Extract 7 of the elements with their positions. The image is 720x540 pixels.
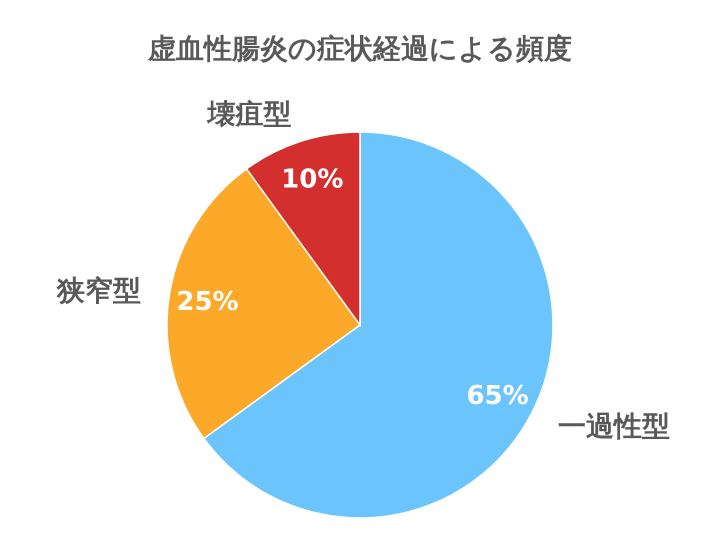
slice-label: 壊疽型 [206,98,292,131]
slice-label: 一過性型 [558,410,670,443]
data-label: 10% [281,164,344,194]
slice-label: 狭窄型 [56,274,141,308]
chart-title: 虚血性腸炎の症状経過による頻度 [147,32,572,65]
data-label: 65% [466,381,529,412]
data-label: 25% [176,286,239,317]
